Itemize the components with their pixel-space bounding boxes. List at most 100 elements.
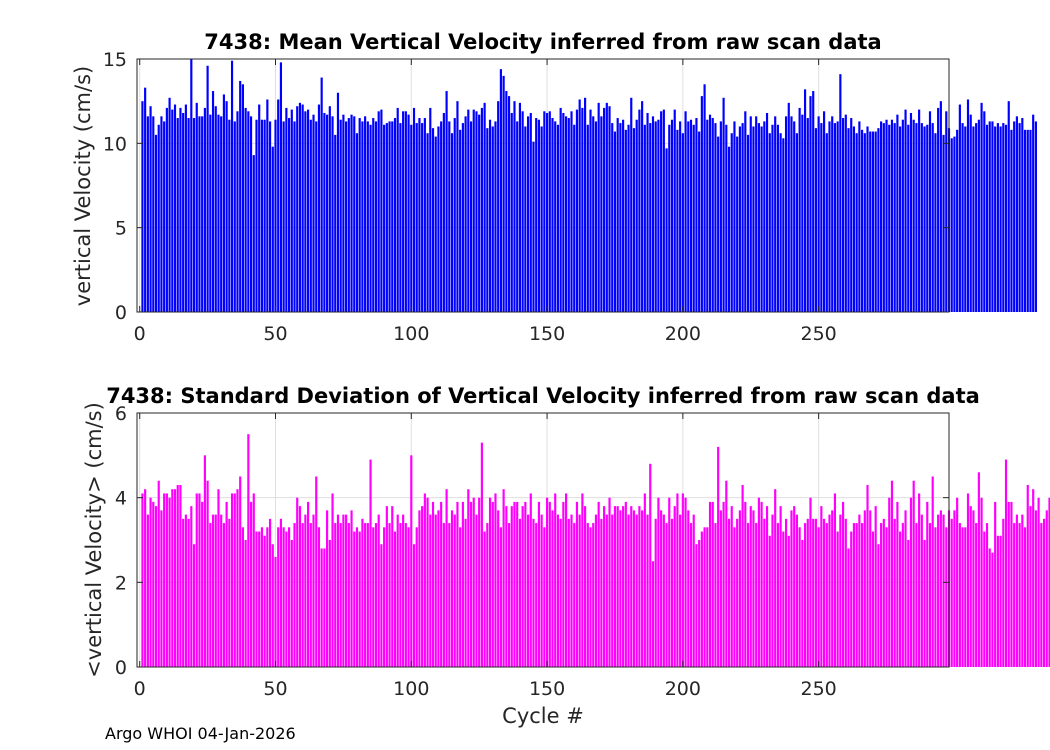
mean-velocity-bar-47 <box>266 99 269 312</box>
std-velocity-bar-179 <box>624 501 627 667</box>
std-velocity-bar-27 <box>211 514 215 667</box>
std-velocity-bar-148 <box>540 514 543 667</box>
std-velocity-bar-311 <box>983 531 986 667</box>
mean-velocity-bar-223 <box>744 111 747 312</box>
mean-velocity-bar-8 <box>160 116 163 312</box>
mean-velocity-bar-229 <box>760 126 763 312</box>
mean-velocity-bar-222 <box>741 123 744 312</box>
std-velocity-bar-50 <box>274 556 277 667</box>
std-velocity-bar-141 <box>521 506 524 667</box>
std-velocity-bar-326 <box>1023 527 1027 667</box>
mean-velocity-bar-29 <box>217 114 220 312</box>
mean-velocity-bar-122 <box>469 121 473 312</box>
mean-velocity-bar-150 <box>545 112 549 312</box>
mean-velocity-bar-82 <box>361 121 364 312</box>
std-velocity-bar-224 <box>746 523 750 667</box>
mean-velocity-bar-228 <box>757 123 760 312</box>
mean-velocity-bar-68 <box>323 112 326 312</box>
std-velocity-bar-151 <box>548 501 551 667</box>
mean-velocity-bar-56 <box>290 109 293 312</box>
mean-velocity-bar-208 <box>703 84 706 312</box>
std-velocity-bar-204 <box>692 514 695 667</box>
mean-velocity-bar-145 <box>532 141 535 312</box>
std-velocity-bar-128 <box>486 523 489 667</box>
mean-velocity-bar-253 <box>825 133 828 312</box>
mean-velocity-y-tick-label: 5 <box>115 218 127 240</box>
std-velocity-bar-272 <box>877 544 880 667</box>
std-velocity-bar-56 <box>290 540 293 667</box>
std-velocity-bar-47 <box>266 527 269 667</box>
mean-velocity-x-tick-label: 150 <box>529 323 565 345</box>
mean-velocity-bar-215 <box>722 97 725 312</box>
mean-velocity-bar-300 <box>953 136 956 312</box>
std-velocity-bar-235 <box>776 523 779 667</box>
std-velocity-bar-190 <box>654 518 657 667</box>
mean-velocity-bar-59 <box>298 102 302 312</box>
std-velocity-bar-293 <box>934 527 937 667</box>
mean-velocity-bar-5 <box>152 116 155 312</box>
mean-velocity-bar-271 <box>874 131 877 312</box>
std-velocity-bar-126 <box>480 442 483 667</box>
mean-velocity-bar-173 <box>608 106 611 312</box>
std-velocity-bar-213 <box>717 446 720 667</box>
mean-velocity-bar-14 <box>176 118 179 312</box>
std-velocity-y-tick-label: 0 <box>115 657 127 679</box>
std-velocity-bar-101 <box>412 544 416 667</box>
std-velocity-bar-105 <box>423 493 426 667</box>
std-velocity-bar-134 <box>502 489 505 667</box>
std-velocity-bar-303 <box>961 527 964 667</box>
std-velocity-bar-57 <box>293 523 296 667</box>
mean-velocity-bar-51 <box>277 99 280 312</box>
mean-velocity-bar-33 <box>228 119 231 312</box>
mean-velocity-bar-247 <box>809 96 812 312</box>
mean-velocity-bar-151 <box>548 111 551 312</box>
std-velocity-bar-77 <box>347 523 350 667</box>
std-velocity-bar-114 <box>448 523 451 667</box>
mean-velocity-bar-23 <box>201 116 204 312</box>
mean-velocity-bar-118 <box>459 129 462 312</box>
mean-velocity-bar-245 <box>803 89 807 312</box>
std-velocity-bar-80 <box>355 527 359 667</box>
mean-velocity-bar-212 <box>714 123 717 312</box>
std-velocity-bar-271 <box>874 506 877 667</box>
std-velocity-bar-331 <box>1037 497 1040 667</box>
mean-velocity-bar-281 <box>901 119 904 312</box>
std-velocity-bar-117 <box>456 501 459 667</box>
std-velocity-bar-125 <box>478 497 481 667</box>
mean-velocity-bar-262 <box>850 118 853 312</box>
mean-velocity-bar-248 <box>812 91 815 312</box>
mean-velocity-bar-19 <box>190 59 193 312</box>
std-velocity-bar-186 <box>643 493 646 667</box>
std-velocity-bar-260 <box>844 518 847 667</box>
mean-velocity-bar-185 <box>641 101 644 312</box>
mean-velocity-bar-263 <box>852 126 856 312</box>
std-velocity-bar-55 <box>287 527 291 667</box>
std-velocity-bar-99 <box>407 527 410 667</box>
std-velocity-bar-135 <box>505 506 508 667</box>
std-velocity-bar-171 <box>603 506 606 667</box>
mean-velocity-bar-170 <box>600 116 603 312</box>
std-velocity-bar-81 <box>358 531 361 667</box>
std-velocity-bar-208 <box>703 527 706 667</box>
mean-velocity-bar-108 <box>431 128 435 312</box>
mean-velocity-bar-237 <box>782 138 785 312</box>
mean-velocity-bar-88 <box>377 111 380 312</box>
std-velocity-bar-104 <box>421 506 424 667</box>
std-velocity-bar-73 <box>336 514 340 667</box>
std-velocity-bar-48 <box>268 518 272 667</box>
mean-velocity-bar-315 <box>994 126 997 312</box>
mean-velocity-bar-112 <box>442 112 445 312</box>
std-velocity-bar-245 <box>803 523 807 667</box>
mean-velocity-bar-320 <box>1007 101 1010 312</box>
std-velocity-bar-111 <box>440 501 443 667</box>
std-velocity-bar-178 <box>622 506 625 667</box>
std-velocity-bar-9 <box>163 493 166 667</box>
mean-velocity-bar-85 <box>369 124 372 312</box>
std-velocity-bar-302 <box>958 523 961 667</box>
mean-velocity-bar-157 <box>565 116 568 312</box>
std-velocity-y-ticks: 0 2 4 6 <box>115 403 949 679</box>
std-velocity-bar-321 <box>1010 501 1013 667</box>
mean-velocity-bar-236 <box>779 133 782 312</box>
std-velocity-bar-222 <box>741 484 744 667</box>
std-velocity-bar-324 <box>1018 523 1021 667</box>
